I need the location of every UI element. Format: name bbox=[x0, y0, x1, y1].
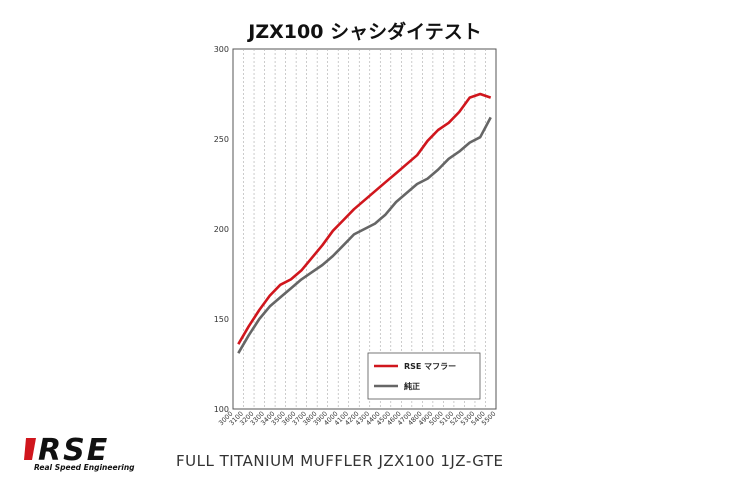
x-axis: 3000310032003300340035003600370038003900… bbox=[217, 410, 497, 427]
legend-label-0: RSE マフラー bbox=[404, 362, 456, 371]
y-tick-label: 150 bbox=[214, 315, 229, 324]
logo-red-stripe bbox=[24, 438, 36, 460]
footer-text: FULL TITANIUM MUFFLER JZX100 1JZ-GTE bbox=[176, 452, 504, 470]
y-axis: 100 150 200 250 300 bbox=[214, 45, 229, 414]
grid bbox=[243, 49, 486, 409]
chart-title: JZX100 シャシダイテスト bbox=[246, 20, 481, 43]
y-tick-label: 300 bbox=[214, 45, 229, 54]
series-lines bbox=[237, 92, 492, 354]
rse-logo: RSE Real Speed Engineering bbox=[24, 432, 172, 472]
series-line-1 bbox=[237, 116, 492, 354]
legend-label-1: 純正 bbox=[404, 381, 420, 391]
rse-logo-mark: RSE Real Speed Engineering bbox=[24, 433, 135, 472]
logo-text: RSE bbox=[38, 433, 109, 468]
y-tick-label: 250 bbox=[214, 135, 229, 144]
legend-box bbox=[367, 352, 481, 400]
y-tick-label: 200 bbox=[214, 225, 229, 234]
series-line-0 bbox=[237, 92, 492, 345]
logo-tagline: Real Speed Engineering bbox=[34, 463, 135, 472]
y-tick-label: 100 bbox=[214, 405, 229, 414]
